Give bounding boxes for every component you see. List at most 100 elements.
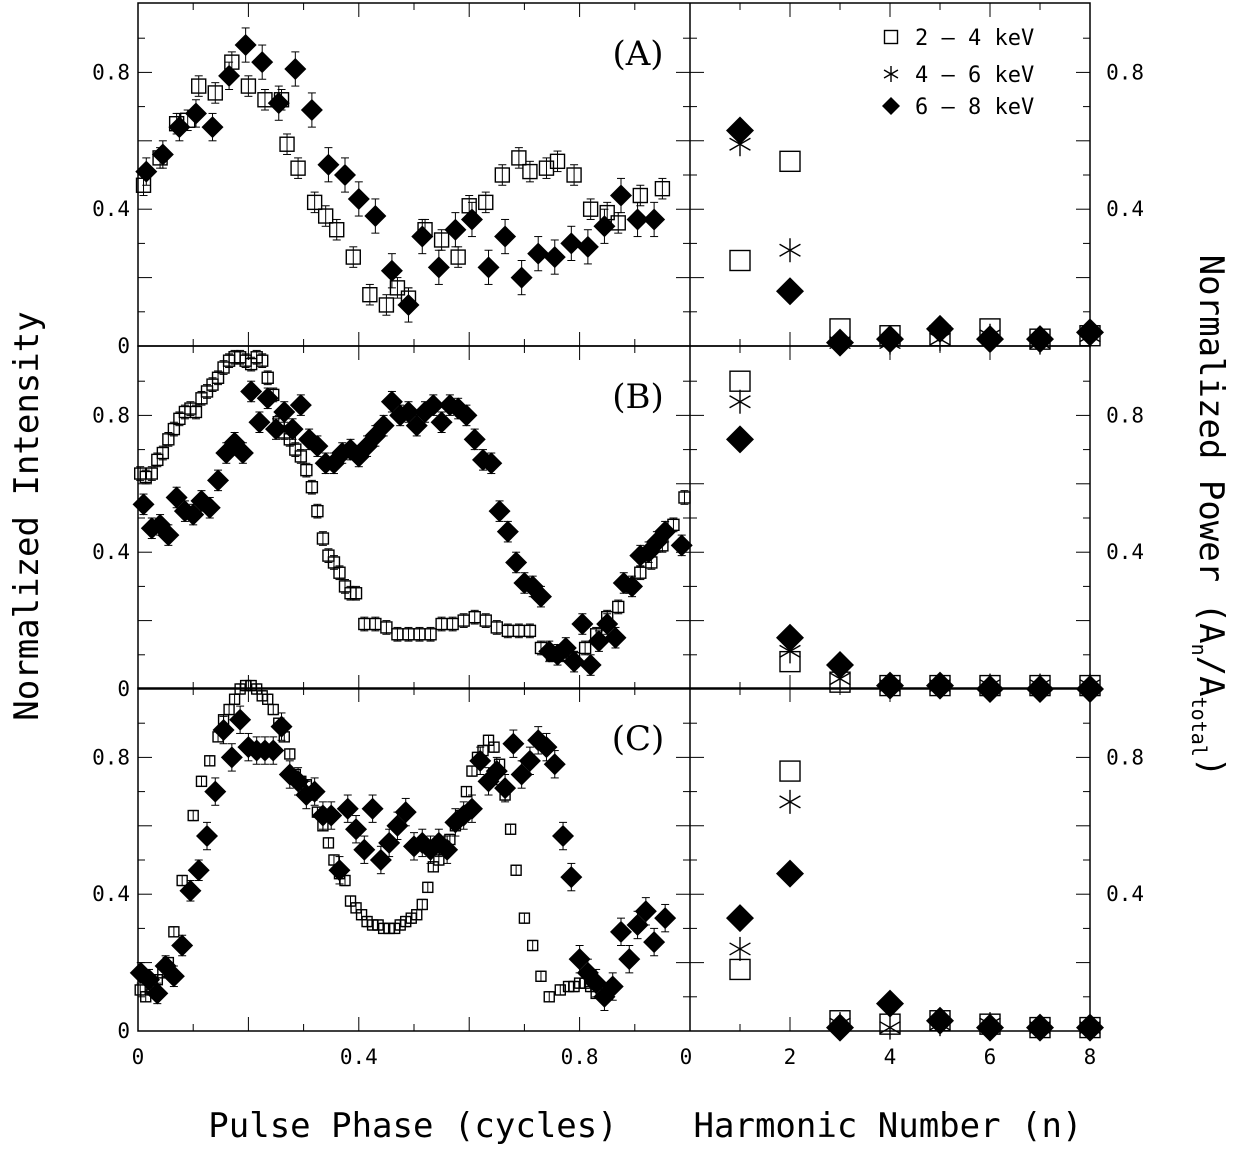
soft-profile-point	[450, 249, 466, 265]
hard-profile-point	[336, 797, 359, 820]
panel-frames	[137, 2, 1091, 1032]
hard-profile-point	[411, 225, 434, 248]
hard-profile-point	[654, 520, 677, 543]
hard-profile-point	[320, 804, 343, 827]
legend-entry-label: 6 – 8 keV	[915, 95, 1034, 120]
panel-label: (B)	[612, 377, 664, 417]
hard-profile-point	[198, 496, 221, 519]
hard-profile-point	[378, 831, 401, 854]
hard-profile-point	[146, 982, 169, 1005]
hard-profile-point	[427, 256, 450, 279]
left-x-tick-label: 0.4	[340, 1045, 378, 1069]
hard-profile-point	[369, 849, 392, 871]
soft-profile-point	[422, 881, 434, 894]
hard-profile-point	[281, 418, 304, 441]
hard-profile-point	[207, 469, 230, 492]
left-y-axis-label: Normalized Intensity	[7, 311, 47, 720]
left-y-tick-label: 0.8	[92, 403, 130, 427]
hard-profile-point	[201, 116, 224, 139]
soft-profile-point	[380, 621, 393, 634]
left-x-axis-label: Pulse Phase (cycles)	[208, 1106, 617, 1146]
hard-harmonic-point	[726, 425, 754, 454]
soft-profile-point	[240, 78, 257, 94]
hard-profile-point	[535, 736, 558, 759]
hard-harmonic-point	[1026, 325, 1054, 354]
soft-profile-point	[378, 297, 395, 313]
hard-profile-point	[496, 520, 519, 543]
right-x-tick-label: 2	[784, 1045, 797, 1069]
soft-harmonic-point	[729, 370, 751, 392]
hard-profile-point	[610, 920, 632, 943]
soft-profile-point	[322, 837, 335, 849]
soft-profile-point	[543, 991, 555, 1003]
hard-profile-point	[518, 749, 541, 772]
left-y-tick-label: 0.8	[92, 745, 130, 769]
hard-profile-point	[380, 259, 403, 282]
soft-profile-point	[306, 194, 323, 211]
hard-harmonic-point	[776, 623, 804, 652]
hard-profile-point	[212, 719, 235, 742]
soft-profile-point	[284, 748, 296, 760]
right-y-label-sub-total: total	[1187, 697, 1211, 757]
soft-profile-point	[191, 78, 207, 94]
soft-profile-point	[300, 463, 313, 477]
soft-profile-point	[526, 939, 539, 952]
soft-profile-point	[187, 809, 199, 822]
right-y-label-end: )	[1191, 757, 1231, 777]
soft-profile-point	[207, 85, 223, 101]
panel-label: (A)	[612, 34, 663, 74]
right-y-tick-label: 0.4	[1106, 540, 1144, 564]
hard-profile-point	[171, 934, 194, 957]
hard-profile-point	[505, 551, 528, 574]
hard-profile-point	[220, 746, 243, 769]
hard-profile-point	[485, 760, 508, 783]
right-y-label-sub-n: n	[1187, 644, 1211, 656]
hard-profile-point	[135, 160, 158, 183]
hard-harmonic-point	[776, 859, 804, 888]
hard-profile-point	[494, 225, 517, 248]
hard-profile-point	[502, 732, 525, 755]
soft-harmonic-point	[779, 760, 801, 782]
mid-harmonic-point	[729, 936, 751, 961]
soft-profile-point	[311, 504, 324, 518]
hard-profile-point	[240, 380, 263, 403]
hard-harmonic-point	[726, 904, 754, 933]
hard-profile-point	[552, 825, 575, 848]
mid-harmonic-point	[779, 789, 801, 814]
right-y-tick-label: 0.8	[1106, 403, 1144, 427]
hard-harmonic-point	[826, 651, 854, 680]
hard-profile-point	[229, 708, 252, 731]
hard-profile-point	[196, 825, 218, 848]
hard-profile-point	[576, 235, 599, 258]
hard-harmonic-point	[826, 328, 854, 357]
soft-profile-point	[424, 628, 437, 641]
left-y-tick-label: 0	[117, 334, 130, 358]
soft-profile-point	[504, 823, 517, 835]
hard-profile-point	[132, 493, 155, 516]
hard-harmonic-point	[726, 116, 754, 145]
hard-profile-point	[670, 534, 693, 557]
hard-profile-point	[618, 948, 641, 971]
legend-asterisk-icon	[883, 66, 899, 82]
hard-profile-point	[303, 780, 326, 803]
hard-profile-point	[328, 859, 351, 882]
hard-profile-point	[455, 404, 478, 427]
hard-profile-point	[262, 739, 285, 762]
hard-profile-point	[270, 715, 293, 738]
hard-profile-point	[543, 753, 566, 776]
soft-profile-point	[511, 150, 527, 166]
hard-profile-point	[560, 866, 583, 889]
hard-profile-point	[251, 51, 274, 74]
soft-profile-point	[510, 864, 522, 876]
soft-profile-point	[466, 765, 478, 777]
soft-profile-point	[433, 232, 450, 248]
hard-harmonic-point	[826, 1013, 854, 1042]
hard-profile-point	[179, 879, 202, 902]
hard-profile-point	[306, 435, 329, 458]
right-y-tick-label: 0.4	[1106, 197, 1144, 221]
hard-profile-point	[372, 414, 395, 437]
hard-profile-point	[182, 503, 205, 526]
right-y-label-mid: /A	[1191, 656, 1231, 697]
soft-profile-point	[279, 136, 295, 152]
